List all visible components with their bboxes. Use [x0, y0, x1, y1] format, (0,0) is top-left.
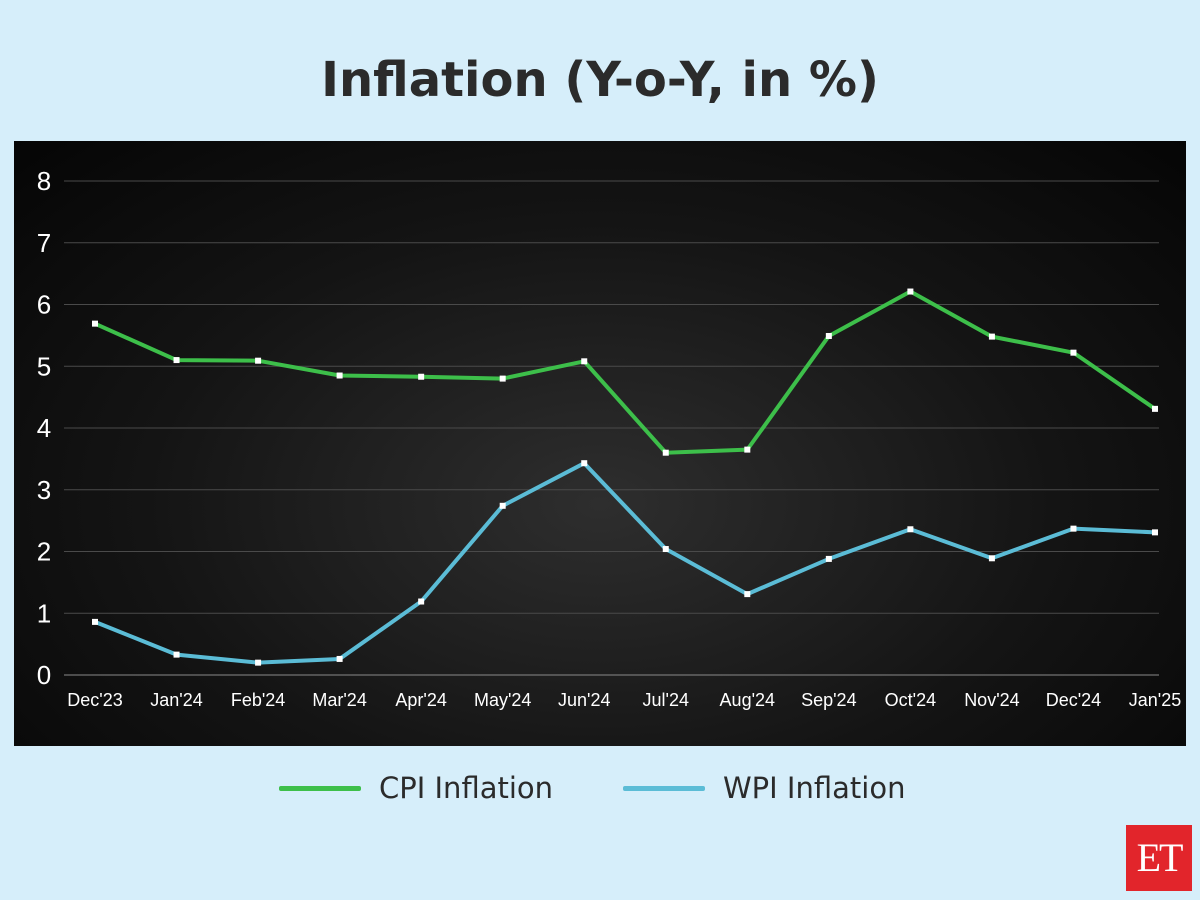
- x-tick-label: Apr'24: [395, 690, 446, 710]
- series-markers: [92, 288, 1158, 666]
- gridlines: [64, 180, 1159, 676]
- data-point: [825, 332, 832, 339]
- y-tick-label: 0: [37, 660, 51, 690]
- data-point: [418, 373, 425, 380]
- data-point: [581, 460, 588, 467]
- x-tick-label: Sep'24: [801, 690, 857, 710]
- data-point: [825, 555, 832, 562]
- data-point: [1070, 349, 1077, 356]
- y-tick-label: 8: [37, 166, 51, 196]
- x-tick-label: Oct'24: [885, 690, 936, 710]
- data-point: [499, 502, 506, 509]
- data-point: [744, 591, 751, 598]
- y-tick-label: 6: [37, 290, 51, 320]
- chart-legend: CPI Inflation WPI Inflation: [0, 768, 1200, 808]
- data-point: [1152, 529, 1158, 536]
- data-point: [744, 446, 751, 453]
- y-tick-label: 3: [37, 475, 51, 505]
- data-point: [581, 358, 588, 365]
- data-point: [988, 333, 995, 340]
- x-tick-label: Aug'24: [720, 690, 776, 710]
- x-tick-label: May'24: [474, 690, 531, 710]
- x-tick-label: Dec'23: [67, 690, 122, 710]
- data-point: [418, 598, 425, 605]
- x-axis-ticks: Dec'23 Jan'24 Feb'24 Mar'24 Apr'24 May'24 Jun'…: [67, 690, 1181, 710]
- data-point: [173, 357, 180, 364]
- data-point: [1070, 525, 1077, 532]
- data-point: [1152, 405, 1158, 412]
- data-point: [499, 375, 506, 382]
- y-tick-label: 4: [37, 413, 51, 443]
- legend-item-cpi: CPI Inflation: [279, 768, 553, 808]
- series-lines: [93, 289, 1157, 665]
- y-axis-ticks: 0 1 2 3 4 5 6 7 8: [37, 166, 51, 690]
- chart-plot: 0 1 2 3 4 5 6 7 8 Dec'23 Jan'24 Feb'24 Mar'24 Apr'24…: [37, 166, 1181, 710]
- x-tick-label: Feb'24: [231, 690, 285, 710]
- x-tick-label: Jan'24: [150, 690, 202, 710]
- data-point: [92, 618, 98, 625]
- data-point: [907, 288, 914, 295]
- data-point: [255, 357, 262, 364]
- data-point: [662, 546, 669, 553]
- et-logo: ET: [1126, 825, 1192, 891]
- data-point: [255, 659, 262, 666]
- series-line-wpi: [93, 461, 1157, 665]
- chart-area: 0 1 2 3 4 5 6 7 8 Dec'23 Jan'24 Feb'24 Mar'24 Apr'24…: [14, 141, 1186, 746]
- data-point: [336, 372, 343, 379]
- legend-swatch-cpi: [279, 785, 361, 791]
- data-point: [907, 526, 914, 533]
- data-point: [662, 449, 669, 456]
- y-tick-label: 7: [37, 228, 51, 258]
- y-tick-label: 5: [37, 351, 51, 381]
- x-tick-label: Jul'24: [643, 690, 689, 710]
- x-tick-label: Mar'24: [312, 690, 366, 710]
- legend-label-wpi: WPI Inflation: [723, 771, 906, 805]
- data-point: [173, 651, 180, 658]
- y-tick-label: 1: [37, 598, 51, 628]
- data-point: [336, 655, 343, 662]
- x-tick-label: Dec'24: [1046, 690, 1101, 710]
- legend-swatch-wpi: [623, 785, 705, 791]
- legend-label-cpi: CPI Inflation: [379, 771, 554, 805]
- data-point: [92, 320, 98, 327]
- x-tick-label: Jun'24: [558, 690, 610, 710]
- x-tick-label: Jan'25: [1129, 690, 1181, 710]
- legend-item-wpi: WPI Inflation: [623, 768, 905, 808]
- series-line-cpi: [93, 289, 1157, 455]
- data-point: [988, 555, 995, 562]
- chart-title: Inflation (Y-o-Y, in %): [321, 52, 879, 108]
- y-tick-label: 2: [37, 537, 51, 567]
- x-tick-label: Nov'24: [964, 690, 1019, 710]
